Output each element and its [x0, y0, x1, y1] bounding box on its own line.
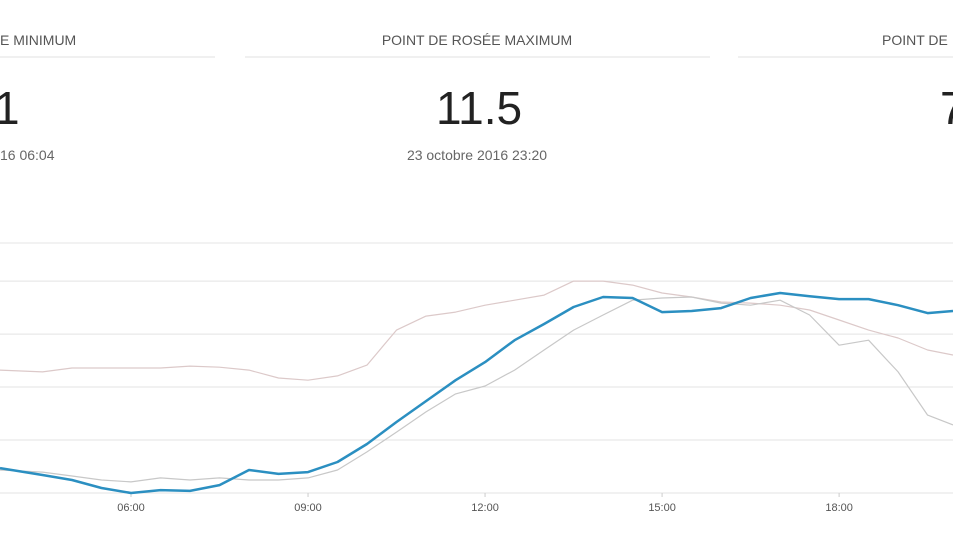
- panel-label: E MINIMUM: [0, 32, 76, 48]
- x-tick-label: 15:00: [648, 502, 676, 514]
- panel-value: 1: [0, 82, 20, 134]
- panel-date: 23 octobre 2016 23:20: [407, 147, 547, 163]
- panel-value: 11.5: [436, 82, 522, 134]
- x-tick-label: 09:00: [294, 502, 322, 514]
- chart: 06:00 09:00 12:00 15:00 18:00: [0, 280, 953, 514]
- x-tick-label: 12:00: [471, 502, 499, 514]
- series-line: [0, 296, 953, 483]
- x-tick-label: 18:00: [825, 502, 853, 514]
- panel-label: POINT DE: [882, 32, 948, 48]
- panel-value: 7: [940, 82, 953, 134]
- x-tick-label: 06:00: [117, 502, 145, 514]
- panel-label: POINT DE ROSÉE MAXIMUM: [382, 32, 572, 48]
- series-line: [0, 280, 953, 381]
- panel-date: 16 06:04: [0, 147, 55, 163]
- series-line: [0, 291, 953, 495]
